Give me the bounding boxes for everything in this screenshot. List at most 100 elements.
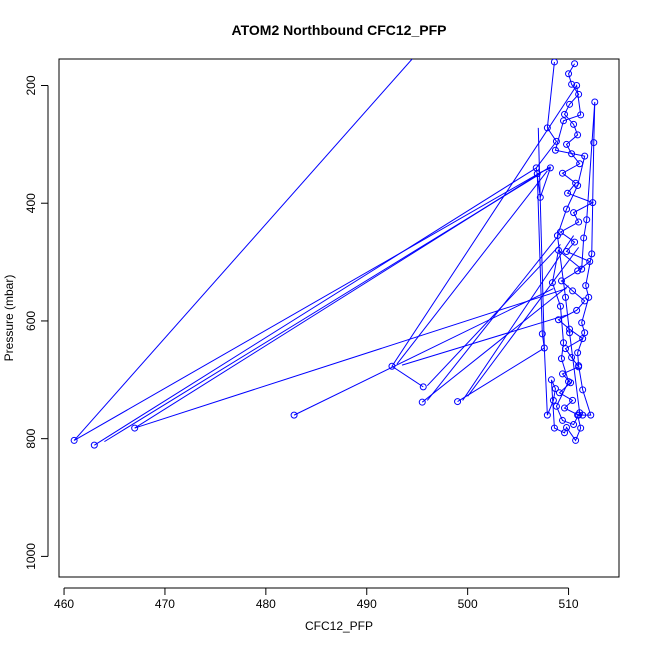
chart-title: ATOM2 Northbound CFC12_PFP [232,22,447,38]
data-point [557,355,565,363]
series-segment [73,173,539,441]
data-point [553,232,561,240]
data-point [589,199,597,207]
data-point [562,293,570,301]
data-point [557,277,565,285]
y-tick-label: 200 [24,75,38,95]
data-point [569,396,577,404]
data-point [549,396,557,404]
data-point [574,411,582,419]
data-point [569,287,577,295]
data-point [573,306,581,314]
series-segment [134,288,567,429]
data-point [560,339,568,347]
x-tick-label: 490 [357,597,377,611]
data-point [579,386,587,394]
data-point [576,160,584,168]
y-tick-label: 1000 [24,543,38,570]
series-segment [293,288,554,416]
data-point [554,316,562,324]
data-point [533,170,541,178]
series-segment [426,235,559,401]
data-point [563,247,571,255]
data-point [564,189,572,197]
data-point [547,376,555,384]
data-point [587,411,595,419]
data-point [579,335,587,343]
data-point [577,111,585,119]
data-point [566,329,574,337]
data-point [538,330,546,338]
data-point [560,117,568,125]
series-line [557,63,594,416]
data-points [70,59,599,449]
data-point [576,409,584,417]
series-segment [73,59,413,441]
data-point [586,257,594,265]
data-point [588,250,596,258]
data-point [550,424,558,432]
data-point [554,246,562,254]
data-point [568,353,576,361]
data-point [70,436,78,444]
data-point [550,59,558,66]
data-point [558,169,566,177]
data-point [580,234,588,242]
data-point [583,216,591,224]
series-segment [462,235,575,401]
data-point [290,411,298,419]
data-point [574,267,582,275]
data-point [571,238,579,246]
data-point [418,398,426,406]
data-point [577,424,585,432]
data-point [551,146,559,154]
data-point [551,385,559,393]
data-point [552,137,560,145]
series-segment [537,127,545,349]
series-segment [457,347,545,403]
data-point [563,140,571,148]
data-point [552,402,560,410]
data-point [543,411,551,419]
data-point [571,60,579,68]
data-point [558,370,566,378]
data-point [556,302,564,310]
data-point [582,282,590,290]
series-segment [401,314,567,366]
plot-frame [58,58,620,578]
data-point [388,362,396,370]
data-point [581,297,589,305]
data-point [581,329,589,337]
data-point [568,150,576,158]
series-segment [426,244,561,387]
x-axis: 460 470 480 490 500 510 [54,587,579,611]
data-point [573,81,581,89]
data-point [565,378,573,386]
connecting-lines [73,59,596,446]
x-tick-label: 460 [54,597,74,611]
data-point [574,131,582,139]
y-tick-label: 600 [24,311,38,331]
data-point [574,349,582,357]
x-tick-label: 510 [559,597,579,611]
x-tick-label: 480 [256,597,276,611]
data-point [543,124,551,132]
data-point [578,265,586,273]
data-point [419,383,427,391]
y-axis: 200 400 600 800 1000 [24,75,49,570]
x-tick-label: 500 [458,597,478,611]
series-segment [421,285,569,403]
data-point [566,325,574,333]
data-point [575,362,583,370]
data-point [574,182,582,190]
data-point [536,193,544,201]
data-point [570,209,578,217]
x-tick-label: 470 [155,597,175,611]
data-point [563,205,571,213]
data-point [561,110,569,118]
data-point [591,98,599,106]
data-point [578,319,586,327]
data-point [546,164,554,172]
data-point [566,100,574,108]
